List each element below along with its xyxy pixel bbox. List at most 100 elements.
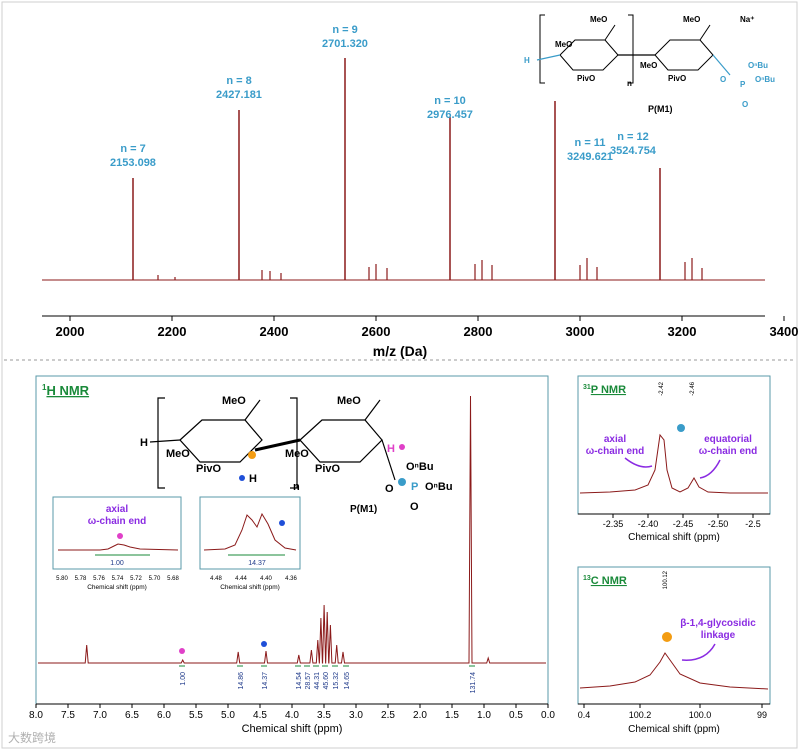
h-nmr-spectrum bbox=[38, 395, 546, 664]
ms-tick-label: 3400 bbox=[770, 324, 799, 339]
c-tick-label: 99 bbox=[757, 710, 767, 720]
c-tick-label: 0.4 bbox=[578, 710, 591, 720]
h-magenta-marker bbox=[399, 444, 405, 450]
c-spectrum bbox=[579, 652, 769, 690]
ms-chem-meo-2: MeO bbox=[555, 40, 572, 49]
ms-chem-pivo-1: PivO bbox=[577, 74, 595, 83]
h-blue-marker bbox=[239, 475, 245, 481]
inset-2-integral-value: 14.37 bbox=[248, 560, 266, 567]
h-chem-pivo-2: PivO bbox=[315, 463, 341, 475]
ms-tick-label: 2000 bbox=[56, 324, 85, 339]
c-arrow bbox=[681, 643, 716, 661]
h-nmr-panel: 1H NMR H MeO MeO PivO MeO MeO PivO H n H bbox=[29, 375, 555, 735]
h-nmr-title: 1H NMR bbox=[42, 383, 90, 398]
c-nmr-title: 13C NMR bbox=[583, 575, 627, 587]
h-bond-left bbox=[149, 439, 181, 443]
ms-tick-label: 3200 bbox=[668, 324, 697, 339]
h-tick-label: 4.0 bbox=[285, 710, 299, 721]
h-tick-label: 0.0 bbox=[541, 710, 555, 721]
p-xlabel: Chemical shift (ppm) bbox=[628, 532, 720, 543]
inset-2-tick-label: 4.40 bbox=[260, 576, 272, 582]
h-nmr-structure: H MeO MeO PivO MeO MeO PivO H n H O OⁿBu… bbox=[140, 395, 453, 515]
c-nmr-frame bbox=[577, 566, 771, 705]
h-nmr-xlabel: Chemical shift (ppm) bbox=[242, 723, 343, 735]
inset-2-ticks: 4.48 4.44 4.40 4.36 bbox=[210, 576, 297, 582]
p-eq-arrow bbox=[699, 459, 721, 479]
h-ch2-2 bbox=[364, 399, 381, 421]
ms-chem-p: P bbox=[740, 80, 746, 89]
ms-peak-n-label: n = 7 bbox=[120, 143, 145, 155]
inset-1-frame bbox=[52, 496, 182, 570]
h-integral-value: 14.65 bbox=[344, 672, 351, 690]
ms-peak-n-label: n = 12 bbox=[617, 131, 649, 143]
h-glyco-bond bbox=[254, 438, 301, 452]
p-tick-label: -2.50 bbox=[708, 519, 729, 529]
c-tick-label: 100.2 bbox=[629, 710, 652, 720]
h-chem-meo-3: MeO bbox=[337, 395, 361, 407]
p-marker bbox=[677, 424, 685, 432]
ms-chem-meo-3: MeO bbox=[683, 15, 700, 24]
ms-chem-obu-2: OⁿBu bbox=[755, 75, 775, 84]
ms-chem-meo-4: MeO bbox=[640, 61, 657, 70]
ms-tick-label: 2400 bbox=[260, 324, 289, 339]
ms-peak-mz-label: 2427.181 bbox=[216, 89, 262, 101]
inset-1-xlabel: Chemical shift (ppm) bbox=[87, 584, 147, 591]
c-tick-label: 100.0 bbox=[689, 710, 712, 720]
ms-structure: H MeO MeO PivO MeO MeO PivO n Na⁺ O P Oⁿ… bbox=[524, 14, 775, 114]
ms-chem-h: H bbox=[524, 56, 530, 65]
ms-peaks bbox=[132, 58, 703, 280]
inset-1-tick-label: 5.76 bbox=[93, 576, 105, 582]
c-ticks: 0.4 100.2 100.0 99 bbox=[578, 704, 767, 720]
h-tick-label: 3.0 bbox=[349, 710, 363, 721]
ms-tick-label: 3000 bbox=[566, 324, 595, 339]
inset-1-ticks: 5.80 5.78 5.76 5.74 5.72 5.70 5.68 bbox=[56, 576, 179, 582]
h-tick-label: 3.5 bbox=[317, 710, 331, 721]
ms-x-label: m/z (Da) bbox=[373, 343, 427, 359]
h-integral-value: 28.57 bbox=[305, 672, 312, 690]
watermark: 大数跨境 bbox=[8, 730, 56, 745]
inset-1-tick-label: 5.70 bbox=[149, 576, 161, 582]
h-peak-marker-blue bbox=[261, 641, 267, 647]
h-chem-h: H bbox=[140, 437, 148, 449]
ms-chem-pivo-2: PivO bbox=[668, 74, 686, 83]
inset-1-tick-label: 5.80 bbox=[56, 576, 68, 582]
ms-peak-mz-label: 2153.098 bbox=[110, 157, 156, 169]
h-nmr-integrals: 1.00 14.86 14.37 14.54 28.57 44.31 45.60 15.32 1… bbox=[179, 665, 477, 693]
h-tick-label: 6.0 bbox=[157, 710, 171, 721]
c-nmr-panel: 13C NMR 100.12 β-1,4-glycosidic linkage … bbox=[577, 566, 771, 735]
ring-2 bbox=[654, 39, 714, 71]
ms-chem-label: P(M1) bbox=[648, 104, 673, 114]
ms-peak-n-label: n = 9 bbox=[332, 24, 357, 36]
ms-chem-o: O bbox=[720, 75, 726, 84]
p-eq-1: equatorial bbox=[704, 434, 752, 445]
p-axial-arrow bbox=[624, 457, 653, 468]
inset-2-xlabel: Chemical shift (ppm) bbox=[220, 584, 280, 591]
h-tick-label: 1.0 bbox=[477, 710, 491, 721]
p-peak-label-2: -2.46 bbox=[690, 381, 696, 395]
ms-chem-meo-1: MeO bbox=[590, 15, 607, 24]
h-integral-value: 14.54 bbox=[296, 672, 303, 690]
h-chem-n: n bbox=[293, 481, 300, 493]
h-ring-1 bbox=[179, 419, 263, 463]
h-chem-obu-1: OⁿBu bbox=[406, 461, 434, 473]
h-tick-label: 7.5 bbox=[61, 710, 75, 721]
ms-peak-n-label: n = 11 bbox=[575, 137, 606, 149]
inset-1-integral-value: 1.00 bbox=[110, 560, 124, 567]
inset-2-spectrum bbox=[203, 512, 297, 551]
h-o-bond bbox=[381, 439, 396, 481]
inset-1-label-1: axial bbox=[106, 504, 128, 515]
c-marker bbox=[662, 632, 672, 642]
p-tick-label: -2.35 bbox=[603, 519, 624, 529]
h-inset-1: axial ω-chain end 1.00 5.80 5.78 5.76 5.74 5… bbox=[52, 496, 182, 591]
p-eq-2: ω-chain end bbox=[699, 446, 757, 457]
h-integral-value: 15.32 bbox=[333, 672, 340, 690]
h-tick-label: 0.5 bbox=[509, 710, 523, 721]
inset-2-marker bbox=[279, 520, 285, 526]
h-tick-label: 8.0 bbox=[29, 710, 43, 721]
h-tick-label: 6.5 bbox=[125, 710, 139, 721]
ms-peak-mz-label: 2976.457 bbox=[427, 109, 473, 121]
mass-spectrum-panel: 200022002400260028003000320034003600 m/z… bbox=[42, 14, 799, 359]
ms-tick-label: 2600 bbox=[362, 324, 391, 339]
h-integral-value: 1.00 bbox=[180, 672, 187, 686]
h-bracket-left bbox=[157, 397, 165, 489]
